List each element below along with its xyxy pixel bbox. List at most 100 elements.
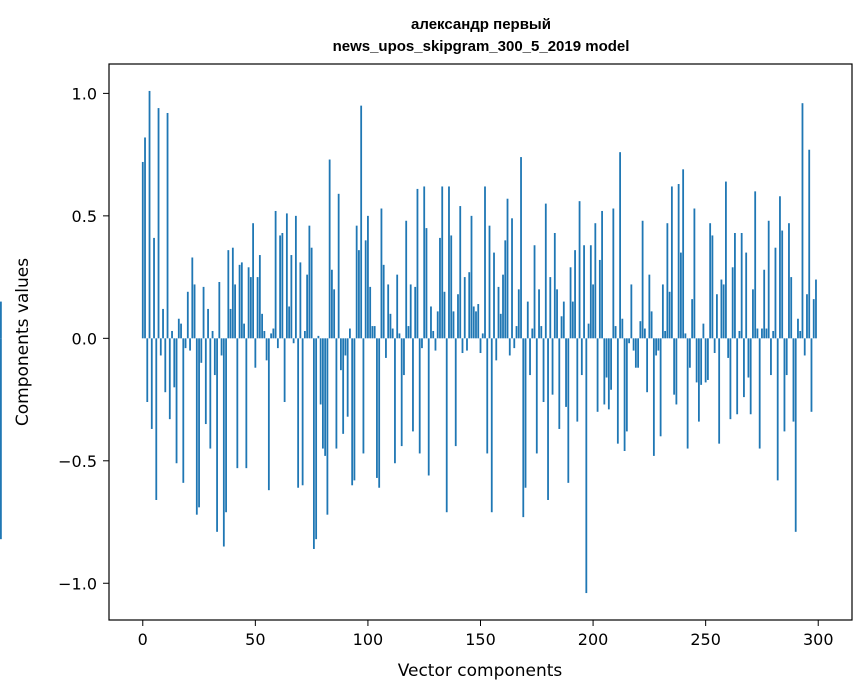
bar-77 [315, 338, 318, 540]
bar-197 [585, 338, 588, 594]
bar-180 [547, 338, 549, 500]
bar-289 [792, 338, 795, 422]
bar-223 [643, 328, 646, 339]
bar-50 [254, 338, 257, 368]
bar-40 [231, 247, 234, 339]
bar-202 [596, 338, 599, 412]
bar-16 [177, 318, 180, 339]
bar-71 [301, 338, 304, 486]
bar-47 [247, 267, 250, 339]
bar-65 [288, 306, 291, 339]
bar-89 [342, 338, 345, 434]
bar-272 [754, 191, 757, 339]
bar-194 [578, 201, 581, 339]
bar-6 [155, 338, 158, 500]
bar-135 [445, 338, 448, 513]
bar-117 [405, 220, 408, 339]
bar-73 [306, 274, 309, 339]
bar-199 [589, 245, 592, 339]
bar-44 [240, 262, 243, 339]
bar-212 [619, 152, 621, 339]
bar-2 [146, 338, 149, 403]
bar-137 [450, 235, 453, 339]
bar-126 [425, 228, 428, 339]
bar-246 [695, 338, 698, 383]
bar-275 [761, 328, 763, 339]
bar-155 [490, 338, 493, 513]
bar-64 [285, 213, 288, 339]
bar-7 [157, 108, 160, 339]
y-tick-label: 0.5 [72, 207, 97, 226]
bar-23 [193, 284, 196, 339]
bar-257 [720, 279, 723, 339]
bar-59 [274, 210, 277, 339]
bar-265 [738, 330, 741, 339]
bar-18 [182, 338, 185, 483]
bar-72 [303, 330, 306, 339]
bar-86 [335, 338, 338, 449]
bar-171 [526, 301, 529, 339]
bar-51 [256, 277, 259, 339]
bar-211 [616, 338, 619, 444]
bar-294 [803, 338, 806, 356]
bar-9 [162, 308, 164, 339]
bar-168 [520, 157, 522, 339]
bar-285 [783, 338, 786, 432]
bar-131 [436, 311, 439, 339]
bar-214 [623, 338, 626, 451]
bar-158 [497, 286, 500, 339]
bar-296 [808, 149, 811, 339]
bar-3 [148, 90, 151, 339]
bar-149 [477, 304, 480, 339]
bar-182 [551, 338, 554, 395]
bar-102 [371, 326, 374, 339]
chart-subtitle: news_upos_skipgram_300_5_2019 model [333, 38, 630, 55]
bar-218 [632, 338, 635, 351]
bar-41 [234, 284, 236, 339]
bar-237 [675, 338, 678, 405]
bar-31 [211, 330, 214, 339]
bar-252 [709, 223, 712, 339]
x-axis-label: Vector components [398, 661, 563, 681]
bar-207 [607, 338, 610, 410]
bar-234 [668, 291, 671, 339]
x-tick-label: 0 [138, 630, 148, 649]
bar-19 [184, 338, 187, 349]
bar-173 [531, 328, 534, 339]
bar-287 [788, 223, 790, 339]
bar-268 [745, 252, 748, 339]
bar-11 [166, 112, 169, 339]
bar-242 [686, 338, 689, 449]
bar-161 [504, 240, 507, 339]
bar-227 [652, 338, 655, 456]
bar-191 [571, 301, 574, 339]
bar-282 [776, 338, 779, 481]
bar-69 [297, 338, 300, 488]
bar-174 [533, 245, 536, 339]
bar-138 [452, 311, 455, 339]
bar-236 [673, 338, 676, 395]
bar-203 [598, 259, 601, 339]
bar-263 [734, 233, 736, 339]
bar-95 [355, 225, 358, 339]
bar-39 [229, 308, 232, 339]
bar-262 [731, 267, 734, 339]
bar-undefined [0, 301, 2, 339]
bar-144 [466, 338, 468, 351]
bar-30 [209, 338, 212, 449]
bar-284 [781, 230, 784, 339]
bar-143 [463, 277, 466, 339]
bar-165 [513, 338, 516, 349]
bar-256 [718, 338, 721, 444]
bar-283 [779, 196, 781, 339]
bar-43 [238, 264, 241, 339]
bar-220 [637, 338, 640, 368]
bar-184 [556, 289, 558, 339]
bar-112 [394, 338, 396, 464]
bar-116 [403, 338, 405, 376]
bar-224 [646, 338, 649, 393]
y-tick-label: 0.0 [72, 329, 97, 348]
bar-208 [610, 338, 612, 390]
bar-99 [364, 240, 367, 339]
bar-78 [317, 335, 320, 339]
